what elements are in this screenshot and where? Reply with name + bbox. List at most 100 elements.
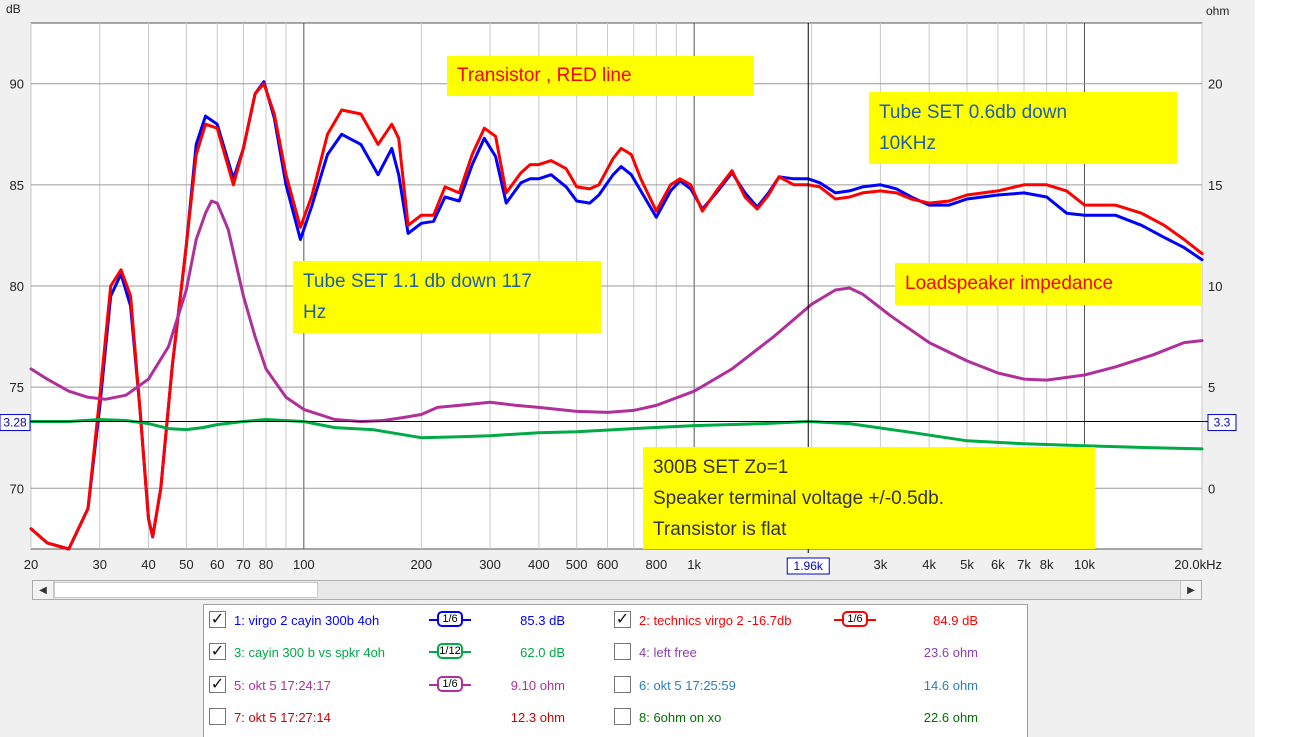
legend-line-stub [868,619,876,621]
legend-item: ✓ 1: virgo 2 cayin 300b 4oh 1/6 85.3 dB [209,608,614,634]
scrollbar-thumb[interactable] [54,582,318,598]
x-tick-label: 200 [410,557,432,572]
legend-smoothing-label: 1/6 [842,611,868,627]
legend-series-name[interactable]: 8: 6ohm on xo [639,710,722,725]
x-tick-label: 6k [991,557,1005,572]
cursor-label-text: 1.96k [794,559,824,573]
y-left-tick-label: 70 [10,481,24,496]
cursor-label-box [1207,414,1237,432]
y-right-tick-label: 10 [1208,279,1222,294]
x-tick-label: 20.0kHz [1174,557,1222,572]
x-tick-label: 100 [293,557,315,572]
legend-series-name[interactable]: 5: okt 5 17:24:17 [234,678,331,693]
legend-value: 12.3 ohm [510,710,565,725]
legend-value: 22.6 ohm [923,710,978,725]
legend-series-name[interactable]: 3: cayin 300 b vs spkr 4oh [234,645,386,660]
x-tick-label: 80 [259,557,273,572]
left-axis-unit: dB [6,2,21,16]
legend-smoothing-label: 1/6 [437,676,463,692]
legend-line-stub [463,684,471,686]
legend-item: 8: 6ohm on xo 22.6 ohm [614,705,1019,731]
x-tick-label: 600 [597,557,619,572]
legend-item: 4: left free 23.6 ohm [614,640,1019,666]
legend-value: 62.0 dB [520,645,565,660]
legend-series-name[interactable]: 6: okt 5 17:25:59 [639,678,736,693]
legend-checkbox[interactable] [614,643,631,660]
x-tick-label: 1k [687,557,701,572]
x-tick-label: 300 [479,557,501,572]
cursor-label-text: 3.28 [3,416,27,430]
y-right-tick-label: 20 [1208,77,1222,92]
note-300b-set-zo: 300B SET Zo=1 Speaker terminal voltage +… [643,447,1095,549]
cursor-x-label: 1.96k [786,557,830,575]
y-right-tick-label: 0 [1208,481,1215,496]
legend-series-name[interactable]: 4: left free [639,645,697,660]
legend-item: ✓ 5: okt 5 17:24:17 1/6 9.10 ohm [209,673,614,699]
x-tick-label: 500 [566,557,588,572]
legend-series-name[interactable]: 1: virgo 2 cayin 300b 4oh [234,613,380,628]
legend-line-stub [463,619,471,621]
x-tick-label: 5k [960,557,974,572]
legend-item: 7: okt 5 17:27:14 12.3 ohm [209,705,614,731]
x-tick-label: 40 [141,557,155,572]
note-tube-10khz: Tube SET 0.6db down 10KHz [869,92,1177,164]
legend-checkbox[interactable]: ✓ [209,643,226,660]
cursor-right-label: 3.3 [1207,414,1237,432]
legend-checkbox[interactable] [614,676,631,693]
scroll-right-arrow-icon[interactable]: ▶ [1180,581,1201,599]
y-right-tick-label: 15 [1208,178,1222,193]
legend-series-name[interactable]: 2: technics virgo 2 -16.7db [639,613,792,628]
horizontal-scrollbar[interactable]: ◀ ▶ [32,580,1202,600]
cursor-label-box [0,414,31,432]
x-tick-label: 800 [645,557,667,572]
x-tick-label: 8k [1040,557,1054,572]
grid [30,23,1203,549]
x-tick-label: 20 [24,557,38,572]
series-line [29,418,1204,451]
page-margin [1255,0,1292,737]
x-tick-label: 50 [179,557,193,572]
legend-checkbox[interactable]: ✓ [614,611,631,628]
legend-line-stub [429,651,437,653]
cursor: 1.96k 3.28 3.3 [0,23,1237,575]
x-tick-label: 7k [1017,557,1031,572]
cursor-left-label: 3.28 [0,414,31,432]
legend-value: 23.6 ohm [923,645,978,660]
cursor-label-box [786,557,830,575]
legend-checkbox[interactable]: ✓ [209,611,226,628]
series-group [29,80,1204,551]
scroll-left-arrow-icon[interactable]: ◀ [33,581,54,599]
x-tick-label: 30 [92,557,106,572]
legend-line-stub [429,619,437,621]
x-tick-label: 70 [236,557,250,572]
series-line [29,82,1204,551]
right-axis-unit: ohm [1206,4,1230,18]
legend-smoothing-badge[interactable]: 1/6 [834,611,876,629]
legend-series-name[interactable]: 7: okt 5 17:27:14 [234,710,331,725]
legend-smoothing-badge[interactable]: 1/12 [429,643,471,661]
legend-line-stub [834,619,842,621]
x-tick-label: 4k [922,557,936,572]
note-transistor-red-line: Transistor , RED line [447,56,754,96]
legend-smoothing-badge[interactable]: 1/6 [429,676,471,694]
series-line [29,199,1204,423]
y-right-tick-label: 5 [1208,380,1215,395]
x-tick-label: 60 [210,557,224,572]
tick-labels: 70 75 80 85 90 0 5 10 15 20 20 30 40 50 60 70 80 100 200 30… [10,77,1223,572]
y-left-tick-label: 80 [10,279,24,294]
measurement-legend: ✓ 1: virgo 2 cayin 300b 4oh 1/6 85.3 dB ✓ 2: … [203,604,1028,737]
legend-smoothing-label: 1/12 [437,643,463,659]
y-left-tick-label: 85 [10,178,24,193]
legend-item: ✓ 2: technics virgo 2 -16.7db 1/6 84.9 dB [614,608,1019,634]
y-left-tick-label: 90 [10,77,24,92]
legend-item: ✓ 3: cayin 300 b vs spkr 4oh 1/12 62.0 dB [209,640,614,666]
legend-checkbox[interactable]: ✓ [209,676,226,693]
legend-value: 85.3 dB [520,613,565,628]
legend-value: 9.10 ohm [510,678,565,693]
note-loudspeaker-impedance: Loadspeaker impedance [895,263,1202,305]
x-tick-label: 10k [1074,557,1095,572]
legend-smoothing-badge[interactable]: 1/6 [429,611,471,629]
legend-line-stub [463,651,471,653]
legend-checkbox[interactable] [209,708,226,725]
legend-checkbox[interactable] [614,708,631,725]
